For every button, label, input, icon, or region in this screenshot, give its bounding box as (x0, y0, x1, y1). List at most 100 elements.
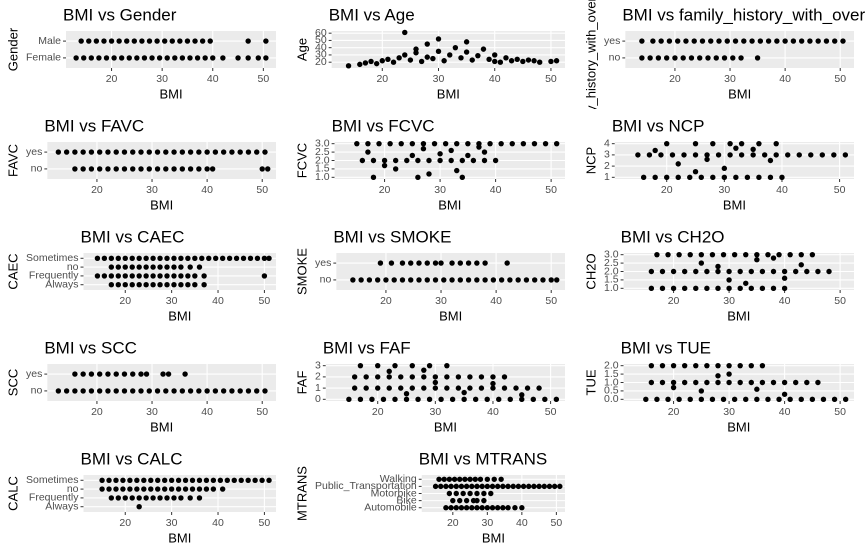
point (189, 486, 196, 492)
point (842, 396, 849, 403)
point (192, 255, 198, 261)
x-tick-label: 30 (156, 73, 168, 85)
point (194, 55, 201, 61)
point (540, 277, 546, 283)
point (130, 388, 136, 394)
y-tick-label: 2.0 (604, 265, 619, 277)
point (737, 285, 743, 292)
point (138, 166, 144, 172)
point (143, 264, 149, 270)
point (129, 282, 135, 288)
point (420, 146, 427, 152)
point (392, 362, 398, 369)
point (408, 277, 414, 283)
point (179, 166, 186, 172)
point (150, 264, 156, 270)
point (639, 38, 645, 44)
point (474, 505, 480, 511)
y-tick-label: 1 (315, 382, 321, 394)
y-tick-label: Sometimes (26, 474, 79, 486)
point (78, 38, 84, 44)
point (376, 140, 382, 147)
point (357, 362, 364, 369)
x-tick-label: 40 (207, 73, 219, 85)
point (357, 61, 363, 68)
point (238, 477, 244, 483)
point (553, 140, 560, 147)
point (754, 386, 760, 392)
point (557, 483, 563, 490)
point (415, 174, 421, 181)
point (421, 385, 427, 391)
point (164, 55, 170, 61)
point (233, 255, 240, 261)
point (776, 396, 782, 403)
point (254, 388, 260, 394)
point (164, 273, 170, 279)
point (383, 277, 389, 283)
point (121, 166, 128, 172)
y-tick-label: 0 (315, 393, 321, 405)
point (489, 483, 496, 490)
point (475, 52, 481, 59)
point (210, 477, 217, 483)
point (111, 55, 117, 61)
point (713, 55, 719, 61)
point (781, 391, 788, 397)
point (155, 477, 161, 483)
point (436, 476, 442, 482)
point (798, 38, 805, 44)
point (484, 396, 490, 403)
point (99, 486, 105, 492)
y-tick-label: Frequently (29, 492, 79, 504)
point (96, 149, 103, 155)
point (63, 388, 70, 394)
point (826, 268, 832, 275)
point (743, 280, 749, 286)
point (787, 251, 793, 258)
point (88, 388, 95, 394)
x-tick-label: 30 (146, 406, 158, 418)
point (750, 146, 756, 152)
point (749, 38, 755, 44)
x-tick-label: 40 (487, 406, 499, 418)
x-tick-label: 20 (376, 73, 388, 85)
point (94, 255, 101, 261)
point (449, 396, 456, 403)
point (804, 268, 810, 275)
point (370, 174, 377, 181)
y-axis-label: Gender (5, 27, 20, 71)
point (542, 396, 548, 403)
point (748, 362, 754, 369)
point (676, 396, 682, 403)
point (655, 55, 662, 61)
point (178, 273, 184, 279)
point (108, 495, 115, 501)
point (94, 273, 101, 279)
y-tick-label: no (67, 483, 79, 495)
point (454, 140, 460, 147)
point (467, 374, 473, 380)
point (432, 260, 439, 266)
point (101, 273, 108, 279)
point (187, 264, 193, 270)
point (692, 140, 699, 147)
point (157, 273, 163, 279)
y-tick-label: Female (26, 52, 61, 64)
point (469, 483, 475, 490)
point (643, 396, 649, 403)
point (210, 55, 216, 61)
point (726, 379, 732, 386)
point (121, 388, 128, 394)
point (192, 273, 198, 279)
point (498, 476, 504, 482)
y-tick-label: 1.0 (604, 376, 619, 388)
point (261, 255, 268, 261)
point (441, 58, 447, 64)
point (465, 277, 472, 283)
point (793, 268, 799, 275)
point (263, 38, 269, 44)
point (444, 385, 450, 391)
point (770, 285, 777, 292)
point (118, 55, 125, 61)
